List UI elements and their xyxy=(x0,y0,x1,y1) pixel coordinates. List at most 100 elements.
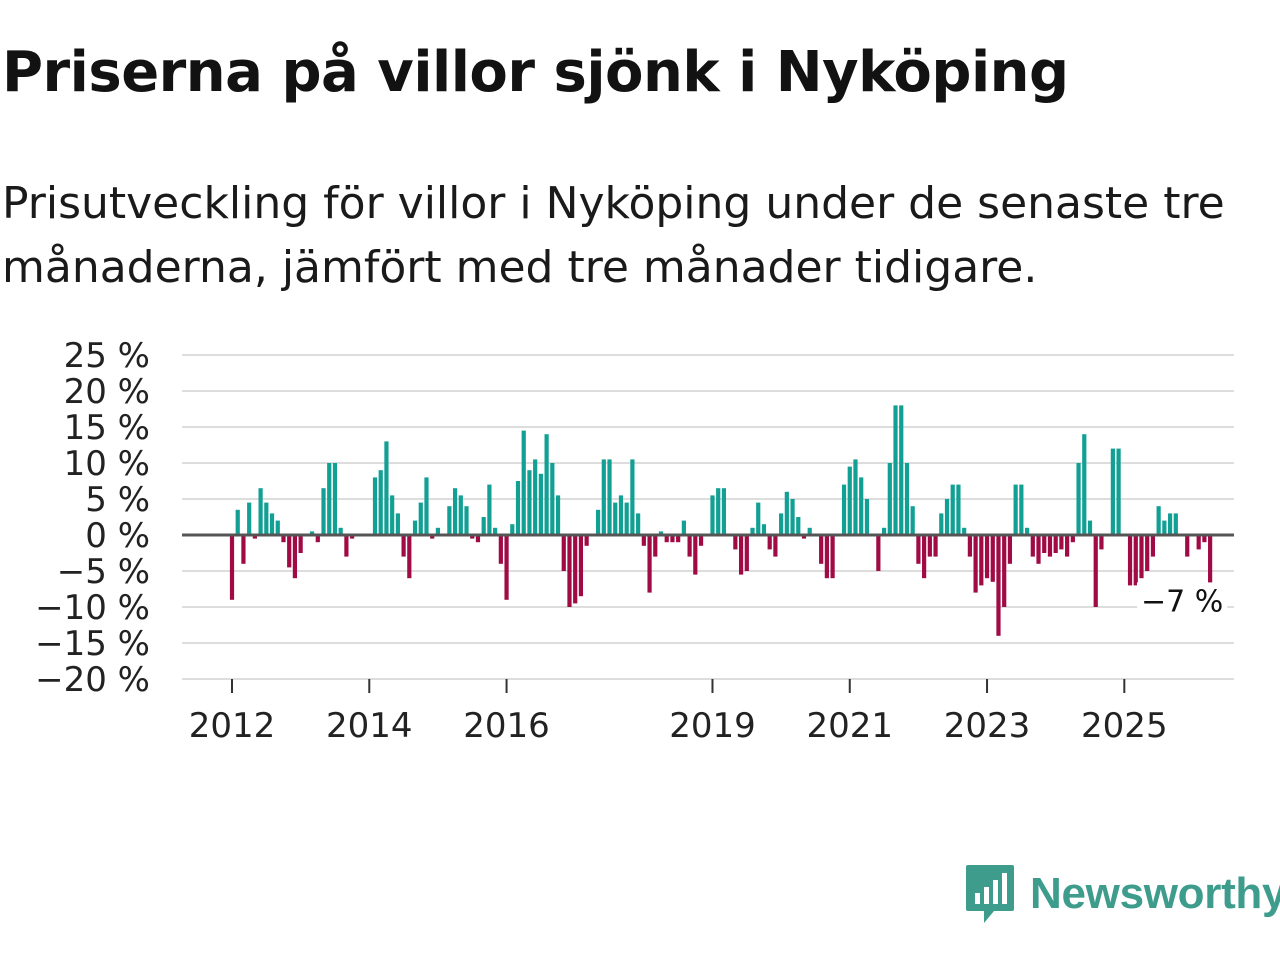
bar xyxy=(390,495,395,535)
y-tick-label: −20 % xyxy=(35,660,150,700)
bar xyxy=(1082,434,1087,535)
bar xyxy=(939,513,944,535)
bar xyxy=(904,463,910,535)
bar xyxy=(510,524,515,535)
bar xyxy=(555,495,561,535)
bar xyxy=(378,470,383,535)
bar xyxy=(447,506,452,535)
bar xyxy=(967,535,972,557)
bar xyxy=(670,535,675,543)
bar xyxy=(910,506,915,535)
bar-chart: 25 %20 %15 %10 %5 %0 %−5 %−10 %−15 %−20 … xyxy=(35,336,1234,746)
bar xyxy=(573,535,578,604)
bar xyxy=(881,527,887,535)
bar xyxy=(430,535,435,539)
x-tick-label: 2012 xyxy=(189,706,276,746)
bar xyxy=(681,520,686,535)
bar xyxy=(761,524,767,535)
bar xyxy=(412,520,418,535)
bar xyxy=(750,527,755,535)
bar xyxy=(601,459,606,535)
bar xyxy=(664,535,669,543)
bar xyxy=(767,535,772,550)
bar xyxy=(504,535,509,600)
bar xyxy=(824,535,829,579)
bar xyxy=(653,535,658,557)
bar xyxy=(481,517,486,535)
bar xyxy=(1013,484,1018,535)
bar xyxy=(1053,535,1058,553)
bar xyxy=(315,535,320,543)
bar xyxy=(384,441,389,535)
bar xyxy=(1070,535,1075,543)
bar xyxy=(321,488,326,535)
bar xyxy=(613,502,618,535)
bar xyxy=(252,535,257,539)
bar xyxy=(647,535,652,593)
y-tick-label: 20 % xyxy=(64,372,150,412)
bar xyxy=(1145,535,1150,571)
bar xyxy=(498,535,503,564)
bar xyxy=(344,535,349,557)
bar xyxy=(893,405,898,535)
x-tick-label: 2023 xyxy=(944,706,1031,746)
bar xyxy=(327,463,332,535)
bar xyxy=(424,477,429,535)
bar xyxy=(779,513,784,535)
bar xyxy=(996,535,1001,636)
y-tick-label: −10 % xyxy=(35,588,150,628)
bar xyxy=(738,535,744,575)
bar xyxy=(916,535,921,564)
bar xyxy=(298,535,303,553)
bar xyxy=(1208,535,1213,586)
bar xyxy=(1065,535,1070,557)
bar xyxy=(784,491,789,535)
bar xyxy=(487,484,492,535)
bar xyxy=(693,535,698,575)
bar xyxy=(275,520,280,535)
y-tick-label: −15 % xyxy=(35,624,150,664)
bar xyxy=(624,502,629,535)
bar xyxy=(269,513,275,535)
bars xyxy=(229,405,1213,636)
bar xyxy=(1002,535,1007,607)
bar xyxy=(550,463,555,535)
bar xyxy=(1076,463,1081,535)
bar xyxy=(853,459,858,535)
bar xyxy=(641,535,646,546)
y-tick-label: 25 % xyxy=(64,336,150,376)
bar xyxy=(979,535,984,586)
bar xyxy=(950,484,955,535)
bar xyxy=(332,463,338,535)
bar xyxy=(464,506,469,535)
bar xyxy=(1036,535,1041,564)
bar xyxy=(922,535,927,579)
bar xyxy=(962,527,967,535)
bar xyxy=(595,509,601,535)
bar xyxy=(309,531,315,535)
bar xyxy=(1007,535,1013,564)
bar xyxy=(1202,535,1207,543)
annotation-background xyxy=(1136,582,1228,622)
y-tick-label: 0 % xyxy=(85,516,150,556)
bar xyxy=(1110,448,1115,535)
bar xyxy=(676,535,681,543)
bar xyxy=(1173,513,1178,535)
bar xyxy=(1087,520,1093,535)
bar xyxy=(493,527,498,535)
bar xyxy=(1047,535,1053,557)
bar xyxy=(687,535,692,557)
x-tick-label: 2016 xyxy=(463,706,550,746)
bar xyxy=(395,513,400,535)
bar xyxy=(744,535,749,571)
bar xyxy=(407,535,412,579)
bar xyxy=(710,495,715,535)
bar xyxy=(841,484,847,535)
bar xyxy=(1024,527,1030,535)
bar xyxy=(475,535,481,543)
bar xyxy=(733,535,738,550)
bar xyxy=(636,513,641,535)
bar xyxy=(350,535,355,539)
bar xyxy=(258,488,263,535)
bar xyxy=(973,535,978,593)
